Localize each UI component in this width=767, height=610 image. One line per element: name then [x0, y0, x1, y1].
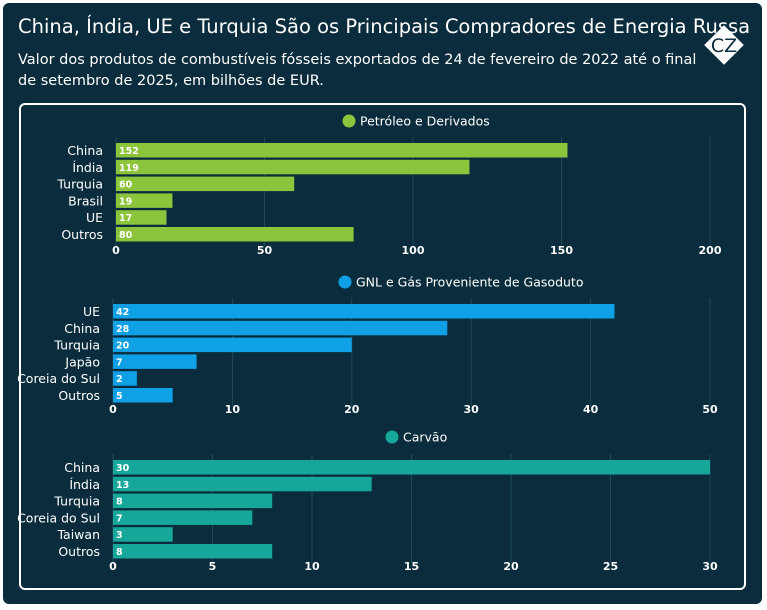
- gas-data-label: 7: [116, 357, 123, 368]
- coal-bar: [113, 527, 173, 542]
- gas-category-label: China: [64, 321, 100, 336]
- gas-category-label: Turquia: [53, 338, 100, 353]
- oil-bar: [116, 193, 173, 208]
- gas-bar: [113, 371, 137, 386]
- coal-bar: [113, 460, 710, 475]
- coal-data-label: 3: [116, 530, 123, 541]
- coal-legend-label: Carvão: [403, 430, 447, 445]
- coal-x-tick-label: 30: [702, 560, 718, 573]
- oil-x-tick-label: 100: [402, 244, 425, 257]
- oil-bar: [116, 176, 295, 192]
- gas-bar: [113, 388, 173, 403]
- gas-bar: [113, 304, 615, 319]
- gas-x-tick-label: 0: [109, 403, 117, 416]
- gas-x-tick-label: 50: [702, 403, 718, 416]
- oil-bar: [116, 143, 568, 158]
- coal-category-label: Outros: [58, 544, 100, 559]
- coal-data-label: 8: [116, 497, 123, 508]
- logo-text: CZ: [711, 35, 737, 57]
- gas-x-tick-label: 30: [464, 403, 480, 416]
- oil-data-label: 152: [119, 146, 139, 157]
- coal-data-label: 13: [116, 480, 129, 491]
- gas-bar: [113, 354, 197, 369]
- oil-legend-label: Petróleo e Derivados: [360, 114, 490, 129]
- chart-title: China, Índia, UE e Turquia São os Princi…: [18, 15, 751, 38]
- coal-x-tick-label: 5: [209, 560, 217, 573]
- coal-bar: [113, 510, 253, 525]
- coal-category-label: Taiwan: [56, 527, 100, 542]
- gas-category-label: Outros: [58, 388, 100, 403]
- gas-legend-label: GNL e Gás Proveniente de Gasoduto: [356, 275, 583, 290]
- oil-x-tick-label: 200: [699, 244, 722, 257]
- oil-data-label: 60: [119, 180, 133, 191]
- gas-bar: [113, 320, 448, 336]
- gas-x-tick-label: 40: [583, 403, 599, 416]
- coal-bar: [113, 476, 372, 492]
- oil-data-label: 80: [119, 230, 133, 241]
- coal-category-label: Turquia: [53, 494, 100, 509]
- gas-x-tick-label: 10: [225, 403, 241, 416]
- coal-bar: [113, 544, 273, 559]
- oil-category-label: China: [67, 143, 103, 158]
- oil-data-label: 119: [119, 163, 139, 174]
- gas-data-label: 20: [116, 341, 130, 352]
- gas-bar: [113, 337, 352, 353]
- oil-bar: [116, 227, 354, 242]
- oil-category-label: Índia: [72, 160, 103, 175]
- coal-category-label: Coreia do Sul: [17, 510, 100, 525]
- oil-category-label: Turquia: [56, 177, 103, 192]
- coal-category-label: Índia: [69, 477, 100, 492]
- gas-data-label: 2: [116, 374, 123, 385]
- gas-legend-marker: [338, 275, 352, 289]
- oil-data-label: 19: [119, 196, 132, 207]
- coal-data-label: 7: [116, 513, 123, 524]
- gas-category-label: Japão: [64, 354, 100, 369]
- gas-x-tick-label: 20: [344, 403, 360, 416]
- oil-x-tick-label: 150: [550, 244, 573, 257]
- oil-x-tick-label: 0: [112, 244, 120, 257]
- coal-legend-marker: [385, 430, 399, 444]
- coal-data-label: 30: [116, 463, 130, 474]
- chart-panel: [19, 103, 746, 590]
- oil-bar: [116, 159, 470, 175]
- coal-x-tick-label: 15: [404, 560, 419, 573]
- oil-legend-marker: [342, 114, 356, 128]
- coal-bar: [113, 493, 273, 509]
- oil-category-label: Brasil: [68, 193, 103, 208]
- coal-x-tick-label: 20: [503, 560, 519, 573]
- coal-category-label: China: [64, 460, 100, 475]
- gas-category-label: UE: [83, 304, 100, 319]
- oil-category-label: UE: [86, 210, 103, 225]
- oil-bar: [116, 210, 167, 225]
- oil-x-tick-label: 50: [257, 244, 273, 257]
- coal-x-tick-label: 0: [109, 560, 117, 573]
- gas-data-label: 28: [116, 324, 130, 335]
- coal-data-label: 8: [116, 547, 123, 558]
- gas-data-label: 42: [116, 307, 129, 318]
- gas-category-label: Coreia do Sul: [17, 371, 100, 386]
- gas-data-label: 5: [116, 391, 123, 402]
- coal-x-tick-label: 25: [603, 560, 618, 573]
- oil-data-label: 17: [119, 213, 132, 224]
- crea-logo-icon: CZ: [704, 25, 744, 65]
- coal-x-tick-label: 10: [304, 560, 320, 573]
- oil-category-label: Outros: [61, 227, 103, 242]
- chart-subtitle: Valor dos produtos de combustíveis fósse…: [18, 52, 697, 89]
